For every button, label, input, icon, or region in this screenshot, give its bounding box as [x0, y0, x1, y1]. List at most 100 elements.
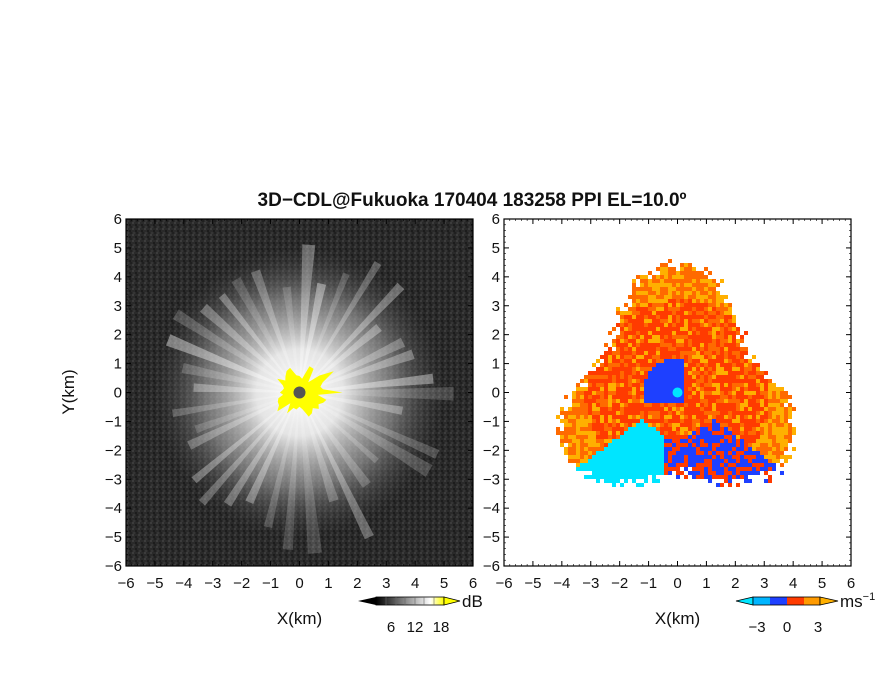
velocity-pixel	[604, 427, 608, 431]
velocity-pixel	[584, 443, 588, 447]
velocity-pixel	[788, 411, 792, 415]
velocity-pixel	[684, 447, 688, 451]
velocity-pixel	[680, 343, 684, 347]
velocity-pixel	[656, 359, 660, 363]
velocity-pixel	[648, 423, 652, 427]
velocity-pixel	[712, 455, 716, 459]
velocity-pixel	[704, 407, 708, 411]
velocity-pixel	[628, 431, 632, 435]
velocity-pixel	[688, 419, 692, 423]
velocity-pixel	[732, 371, 736, 375]
velocity-pixel	[732, 383, 736, 387]
velocity-pixel	[716, 443, 720, 447]
velocity-pixel	[692, 475, 696, 479]
velocity-pixel	[728, 387, 732, 391]
velocity-pixel	[648, 363, 652, 367]
velocity-pixel	[672, 367, 676, 371]
velocity-pixel	[684, 375, 688, 379]
velocity-pixel	[612, 479, 616, 483]
velocity-pixel	[584, 427, 588, 431]
velocity-pixel	[596, 443, 600, 447]
velocity-pixel	[712, 447, 716, 451]
velocity-pixel	[628, 407, 632, 411]
velocity-pixel	[772, 431, 776, 435]
velocity-pixel	[772, 403, 776, 407]
velocity-pixel	[596, 451, 600, 455]
velocity-pixel	[648, 291, 652, 295]
echo-ray	[282, 392, 300, 551]
velocity-pixel	[636, 447, 640, 451]
velocity-pixel	[772, 423, 776, 427]
velocity-pixel	[644, 379, 648, 383]
velocity-pixel	[652, 427, 656, 431]
x-tick-label: −3	[582, 575, 599, 592]
velocity-pixel	[628, 383, 632, 387]
velocity-pixel	[624, 355, 628, 359]
velocity-pixel	[692, 399, 696, 403]
velocity-pixel	[620, 327, 624, 331]
velocity-pixel	[640, 379, 644, 383]
velocity-pixel	[748, 419, 752, 423]
velocity-pixel	[628, 375, 632, 379]
velocity-pixel	[784, 447, 788, 451]
velocity-pixel	[632, 339, 636, 343]
velocity-pixel	[616, 335, 620, 339]
velocity-pixel	[712, 395, 716, 399]
velocity-pixel	[592, 399, 596, 403]
velocity-pixel	[660, 299, 664, 303]
velocity-pixel	[676, 407, 680, 411]
velocity-pixel	[664, 319, 668, 323]
velocity-pixel	[576, 447, 580, 451]
velocity-pixel	[684, 355, 688, 359]
velocity-pixel	[580, 407, 584, 411]
velocity-pixel	[728, 431, 732, 435]
velocity-pixel	[668, 467, 672, 471]
velocity-pixel	[752, 463, 756, 467]
velocity-pixel	[596, 463, 600, 467]
velocity-pixel	[640, 391, 644, 395]
velocity-pixel	[680, 399, 684, 403]
velocity-pixel	[752, 427, 756, 431]
velocity-pixel	[704, 375, 708, 379]
velocity-pixel	[628, 439, 632, 443]
velocity-pixel	[600, 427, 604, 431]
velocity-pixel	[776, 427, 780, 431]
velocity-pixel	[664, 299, 668, 303]
velocity-pixel	[612, 375, 616, 379]
velocity-pixel	[648, 375, 652, 379]
velocity-pixel	[664, 311, 668, 315]
velocity-pixel	[564, 451, 568, 455]
velocity-pixel	[556, 427, 560, 431]
velocity-pixel	[620, 471, 624, 475]
velocity-pixel	[676, 355, 680, 359]
velocity-pixel	[760, 395, 764, 399]
velocity-pixel	[624, 383, 628, 387]
velocity-pixel	[616, 411, 620, 415]
velocity-pixel	[660, 271, 664, 275]
velocity-pixel	[756, 427, 760, 431]
velocity-pixel	[696, 283, 700, 287]
velocity-pixel	[584, 399, 588, 403]
velocity-pixel	[636, 323, 640, 327]
velocity-pixel	[672, 311, 676, 315]
velocity-pixel	[604, 419, 608, 423]
velocity-pixel	[728, 311, 732, 315]
y-tick-label: −4	[105, 500, 122, 517]
velocity-pixel	[672, 411, 676, 415]
velocity-pixel	[728, 399, 732, 403]
velocity-pixel	[716, 483, 720, 487]
x-tick-label: 6	[847, 575, 855, 592]
velocity-pixel	[684, 371, 688, 375]
velocity-pixel	[640, 483, 644, 487]
velocity-pixel	[576, 455, 580, 459]
velocity-pixel	[560, 431, 564, 435]
velocity-pixel	[768, 419, 772, 423]
velocity-pixel	[716, 435, 720, 439]
velocity-pixel	[680, 279, 684, 283]
velocity-pixel	[676, 327, 680, 331]
velocity-pixel	[624, 343, 628, 347]
velocity-pixel	[728, 463, 732, 467]
velocity-pixel	[676, 443, 680, 447]
velocity-pixel	[720, 355, 724, 359]
velocity-pixel	[660, 423, 664, 427]
